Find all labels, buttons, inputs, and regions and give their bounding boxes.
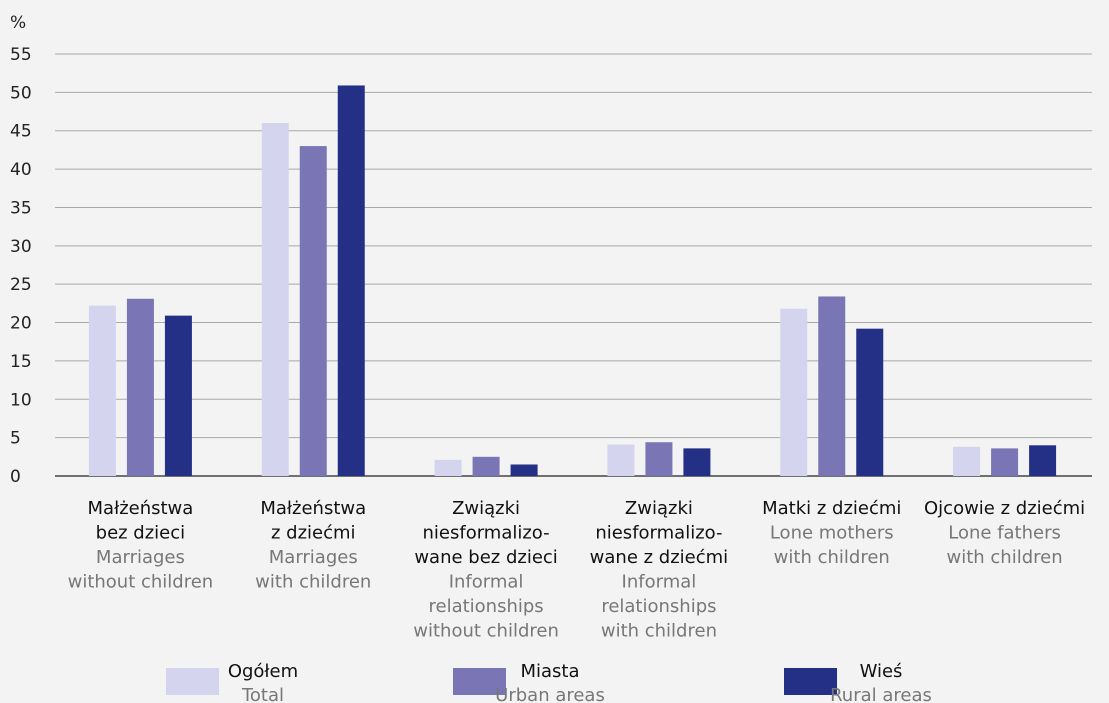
y-tick-label: 30	[10, 237, 32, 257]
category-label-pl: Związki	[625, 498, 693, 519]
category-label-en: without children	[68, 572, 214, 593]
y-tick-label: 45	[10, 122, 32, 142]
bar-2-2	[299, 146, 327, 476]
bar-2-5	[818, 296, 846, 476]
legend-label: Miasta	[520, 661, 579, 682]
category-label-en: Informal	[449, 572, 524, 593]
category-label-pl: Małżeństwa	[88, 498, 194, 519]
category-labels: Małżeństwa bez dzieci Marriages without chi…	[68, 498, 1086, 642]
y-axis-unit: %	[10, 13, 26, 33]
bar-3-2	[337, 85, 365, 476]
bars	[88, 85, 1057, 477]
y-tick-label: 15	[10, 352, 32, 372]
y-tick-label: 35	[10, 198, 32, 218]
category-label-pl: wane z dziećmi	[590, 547, 729, 568]
bar-3-3	[510, 464, 538, 476]
category-label-en: without children	[413, 621, 559, 642]
y-axis-ticks: 0 5 10 15 20 25 30 35 40 45 50 55	[10, 45, 32, 487]
legend-swatch	[784, 668, 837, 695]
category-label-en: with children	[774, 547, 890, 568]
bar-1-1	[88, 305, 116, 476]
bar-2-1	[126, 298, 154, 476]
legend: Ogółem Total Miasta Urban areas Wieś Rural ar…	[166, 661, 932, 703]
bar-1-3	[434, 459, 462, 476]
category-label-en: relationships	[601, 596, 716, 617]
category-label-en: relationships	[428, 596, 543, 617]
category-label-pl: bez dzieci	[96, 523, 186, 544]
category-label-pl: z dziećmi	[271, 523, 356, 544]
bar-3-6	[1029, 445, 1057, 476]
y-tick-label: 20	[10, 314, 32, 334]
legend-label-en: Urban areas	[495, 685, 605, 703]
legend-swatch	[166, 668, 219, 695]
category-label-en: Marriages	[269, 547, 358, 568]
y-tick-label: 5	[10, 429, 21, 449]
bar-3-4	[683, 448, 711, 476]
y-tick-label: 40	[10, 160, 32, 180]
bar-2-6	[991, 448, 1019, 476]
category-label-en: Lone mothers	[770, 523, 894, 544]
category-label-pl: Małżeństwa	[260, 498, 366, 519]
legend-label-en: Rural areas	[830, 685, 932, 703]
category-label-en: with children	[255, 572, 371, 593]
category-label-en: with children	[947, 547, 1063, 568]
category-label-pl: Ojcowie z dziećmi	[924, 498, 1085, 519]
y-tick-label: 50	[10, 83, 32, 103]
y-tick-label: 10	[10, 390, 32, 410]
category-label-en: Marriages	[96, 547, 185, 568]
bar-2-4	[645, 442, 673, 476]
bar-1-5	[780, 308, 808, 476]
y-tick-label: 25	[10, 275, 32, 295]
category-label-en: Lone fathers	[948, 523, 1061, 544]
bar-3-5	[856, 328, 884, 476]
bar-1-4	[607, 444, 635, 476]
category-label-pl: Związki	[452, 498, 520, 519]
category-label-pl: niesformalizo-	[423, 523, 550, 544]
legend-label-en: Total	[241, 685, 284, 703]
y-tick-label: 0	[10, 467, 21, 487]
bar-1-2	[261, 123, 289, 477]
category-label-pl: niesformalizo-	[595, 523, 722, 544]
y-tick-label: 55	[10, 45, 32, 65]
bar-1-6	[953, 446, 981, 476]
category-label-pl: Matki z dziećmi	[762, 498, 901, 519]
category-label-en: Informal	[622, 572, 697, 593]
legend-swatch	[453, 668, 506, 695]
category-label-pl: wane bez dzieci	[414, 547, 557, 568]
legend-label: Ogółem	[228, 661, 298, 682]
gridlines	[55, 53, 1092, 477]
bar-3-1	[164, 315, 192, 476]
legend-label: Wieś	[860, 661, 903, 682]
bar-2-3	[472, 456, 500, 476]
category-label-en: with children	[601, 621, 717, 642]
